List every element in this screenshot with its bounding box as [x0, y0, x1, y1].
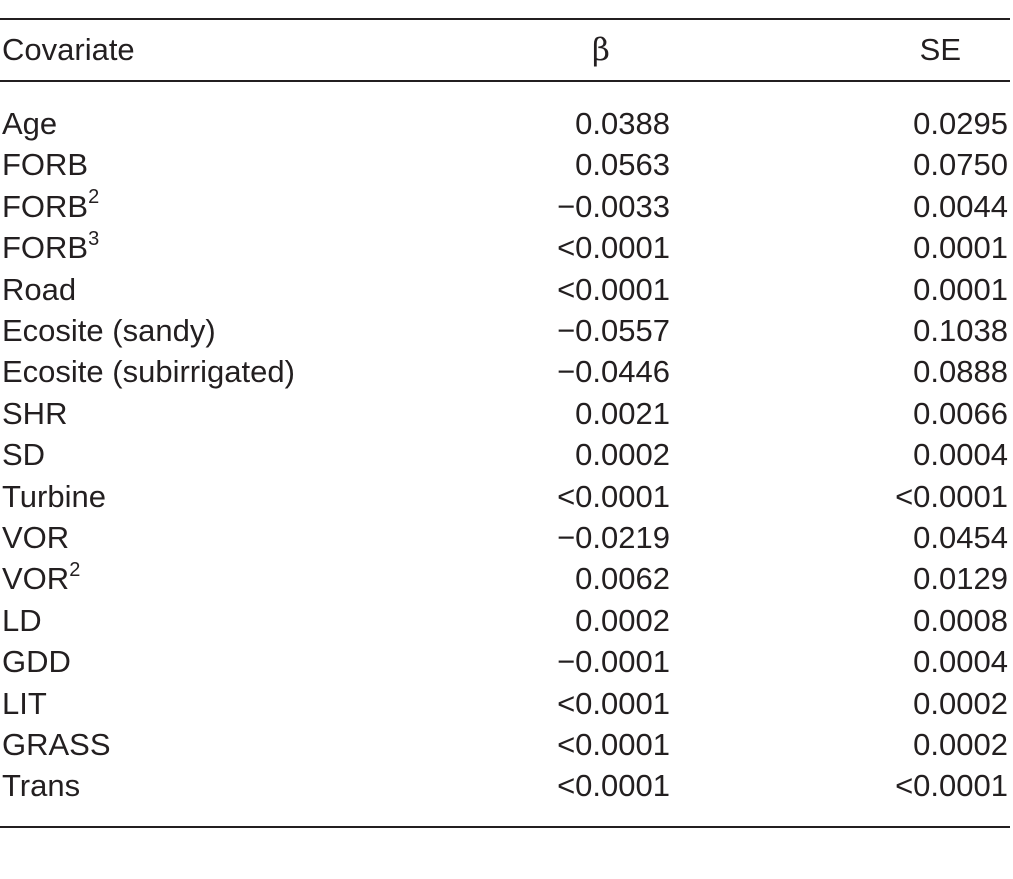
se-cell: 0.0044 [913, 188, 1008, 224]
beta-cell: <0.0001 [557, 727, 670, 762]
covariate-name: SD [2, 437, 46, 473]
table-row: LIT <0.0001 0.0002 [0, 684, 1013, 724]
se-cell: 0.0066 [913, 395, 1008, 431]
table-row: VOR2 0.0062 0.0129 [0, 559, 1013, 599]
covariate-exponent: 2 [69, 559, 81, 582]
se-cell: <0.0001 [895, 478, 1008, 514]
beta-cell: 0.0563 [575, 147, 670, 183]
covariate-name: SHR [2, 395, 68, 431]
covariate-cell: SHR [2, 394, 67, 434]
beta-cell: −0.0557 [557, 313, 670, 348]
covariate-cell: SD [2, 435, 45, 475]
se-cell: <0.0001 [895, 768, 1008, 804]
covariate-name: Age [2, 106, 58, 141]
covariate-cell: Ecosite (subirrigated) [2, 352, 295, 392]
table-row: Trans <0.0001 <0.0001 [0, 766, 1013, 806]
se-cell: 0.0295 [913, 106, 1008, 141]
se-cell: 0.0004 [913, 437, 1008, 473]
covariate-name: FORB [2, 147, 89, 183]
table-row: Ecosite (subirrigated) −0.0446 0.0888 [0, 352, 1013, 392]
covariate-name: LD [2, 602, 42, 638]
table-header-row: Covariate β SE [0, 30, 1013, 70]
se-cell: 0.0004 [913, 644, 1008, 680]
beta-cell: −0.0033 [557, 188, 670, 224]
beta-cell: −0.0446 [557, 354, 670, 390]
se-cell: 0.0008 [913, 602, 1008, 638]
covariate-name: VOR [2, 561, 70, 597]
table-row: FORB2 −0.0033 0.0044 [0, 187, 1013, 227]
beta-cell: −0.0219 [557, 520, 670, 555]
table-row: Age 0.0388 0.0295 [0, 104, 1013, 144]
covariate-name: FORB [2, 188, 89, 224]
beta-cell: 0.0002 [575, 437, 670, 473]
beta-cell: <0.0001 [557, 478, 670, 514]
covariate-exponent: 2 [88, 186, 100, 209]
table-row: SD 0.0002 0.0004 [0, 435, 1013, 475]
covariate-exponent: 3 [88, 227, 100, 250]
beta-cell: <0.0001 [557, 768, 670, 804]
table-row: FORB3 <0.0001 0.0001 [0, 228, 1013, 268]
covariate-name: Trans [2, 768, 81, 804]
covariate-cell: Road [2, 270, 76, 310]
covariate-name: VOR [2, 520, 70, 555]
se-cell: 0.0750 [913, 147, 1008, 183]
se-cell: 0.0001 [913, 230, 1008, 266]
covariate-cell: GRASS [2, 725, 111, 765]
table-row: FORB 0.0563 0.0750 [0, 145, 1013, 185]
table-row: SHR 0.0021 0.0066 [0, 394, 1013, 434]
covariate-cell: FORB2 [2, 187, 99, 227]
table-row: GRASS <0.0001 0.0002 [0, 725, 1013, 765]
beta-cell: <0.0001 [557, 230, 670, 266]
header-covariate: Covariate [2, 32, 135, 67]
table-row: GDD −0.0001 0.0004 [0, 642, 1013, 682]
covariate-name: FORB [2, 230, 89, 266]
covariate-cell: Turbine [2, 477, 106, 517]
beta-cell: 0.0388 [575, 106, 670, 141]
beta-cell: <0.0001 [557, 685, 670, 721]
se-cell: 0.0002 [913, 727, 1008, 762]
beta-cell: −0.0001 [557, 644, 670, 680]
header-beta: β [592, 32, 610, 68]
bottom-rule [0, 826, 1010, 828]
se-cell: 0.0002 [913, 685, 1008, 721]
covariate-name: Ecosite (subirrigated) [2, 354, 295, 390]
covariate-cell: Trans [2, 766, 80, 806]
covariate-cell: VOR [2, 518, 69, 558]
se-cell: 0.0888 [913, 354, 1008, 390]
beta-cell: 0.0062 [575, 561, 670, 597]
top-rule [0, 18, 1010, 20]
covariate-cell: LIT [2, 684, 47, 724]
covariate-cell: FORB [2, 145, 88, 185]
covariate-name: GRASS [2, 727, 111, 762]
beta-cell: 0.0021 [575, 395, 670, 431]
covariate-name: Ecosite (sandy) [2, 313, 216, 348]
table-row: VOR −0.0219 0.0454 [0, 518, 1013, 558]
covariate-name: GDD [2, 644, 71, 680]
covariate-name: Road [2, 271, 77, 307]
se-cell: 0.0001 [913, 271, 1008, 307]
covariate-cell: FORB3 [2, 228, 99, 268]
table-row: Ecosite (sandy) −0.0557 0.1038 [0, 311, 1013, 351]
covariate-cell: Ecosite (sandy) [2, 311, 216, 351]
beta-cell: <0.0001 [557, 271, 670, 307]
header-se: SE [919, 32, 961, 67]
covariate-cell: Age [2, 104, 57, 144]
table-row: LD 0.0002 0.0008 [0, 601, 1013, 641]
covariate-name: Turbine [2, 478, 106, 514]
beta-cell: 0.0002 [575, 602, 670, 638]
covariate-name: LIT [2, 685, 47, 721]
se-cell: 0.0129 [913, 561, 1008, 597]
table-row: Road <0.0001 0.0001 [0, 270, 1013, 310]
header-rule [0, 80, 1010, 82]
se-cell: 0.1038 [913, 313, 1008, 348]
table-row: Turbine <0.0001 <0.0001 [0, 477, 1013, 517]
covariate-cell: LD [2, 601, 42, 641]
covariate-cell: GDD [2, 642, 71, 682]
se-cell: 0.0454 [913, 520, 1008, 555]
covariate-cell: VOR2 [2, 559, 80, 599]
